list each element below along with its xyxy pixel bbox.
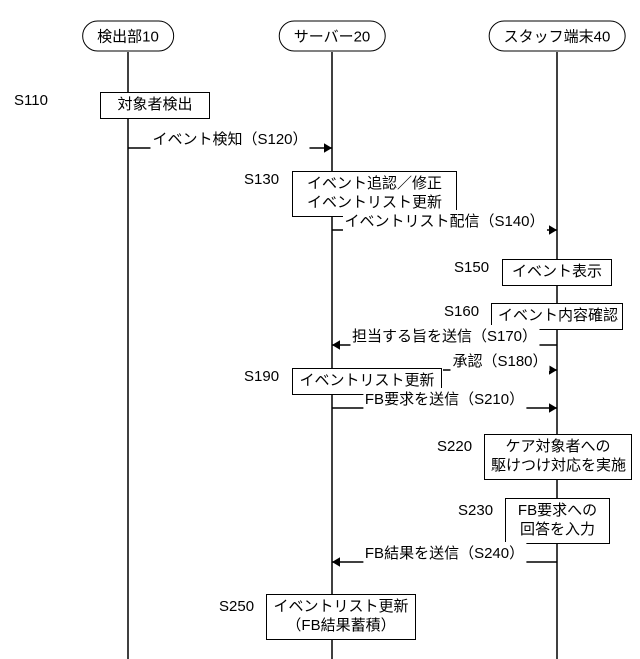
actor-server-label: サーバー20 [294, 29, 371, 46]
step-box-s250-text: イベントリスト更新（FB結果蓄積） [273, 598, 408, 634]
actor-staff: スタッフ端末40 [489, 21, 626, 52]
step-box-s220: ケア対象者への駆けつけ対応を実施 [484, 434, 632, 480]
step-box-s230-text: FB要求への回答を入力 [518, 502, 597, 538]
step-id-s250: S250 [219, 598, 254, 615]
step-box-s220-text: ケア対象者への駆けつけ対応を実施 [491, 438, 626, 474]
arrow-label-s140: イベントリスト配信（S140） [342, 210, 546, 231]
step-id-s220: S220 [437, 438, 472, 455]
step-box-s150: イベント表示 [502, 259, 612, 286]
step-id-s130: S130 [244, 171, 279, 188]
step-box-s110-text: 対象者検出 [117, 96, 192, 113]
step-id-s230: S230 [458, 502, 493, 519]
arrow-label-s240: FB結果を送信（S240） [363, 542, 526, 563]
step-id-s160: S160 [444, 303, 479, 320]
step-box-s130-text: イベント追認／修正イベントリスト更新 [307, 175, 442, 211]
step-box-s190-text: イベントリスト更新 [299, 372, 434, 389]
actor-staff-label: スタッフ端末40 [504, 29, 611, 46]
step-box-s250: イベントリスト更新（FB結果蓄積） [266, 594, 416, 640]
arrow-label-s170: 担当する旨を送信（S170） [350, 325, 539, 346]
step-box-s110: 対象者検出 [100, 92, 210, 119]
actor-detector-label: 検出部10 [97, 29, 159, 46]
step-id-s110: S110 [14, 92, 48, 109]
step-box-s230: FB要求への回答を入力 [505, 498, 610, 544]
arrow-label-s210: FB要求を送信（S210） [363, 388, 526, 409]
step-box-s160-text: イベント内容確認 [498, 307, 618, 324]
arrow-label-s120: イベント検知（S120） [150, 128, 309, 149]
step-box-s150-text: イベント表示 [512, 263, 602, 280]
actor-server: サーバー20 [279, 21, 386, 52]
arrow-label-s180: 承認（S180） [450, 350, 549, 371]
actor-detector: 検出部10 [82, 21, 174, 52]
step-id-s150: S150 [454, 259, 489, 276]
step-id-s190: S190 [244, 368, 279, 385]
